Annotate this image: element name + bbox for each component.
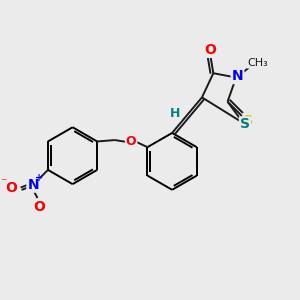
Text: N: N [232, 69, 243, 83]
Text: O: O [5, 181, 17, 194]
Text: O: O [126, 135, 136, 148]
Text: O: O [33, 200, 45, 214]
Text: S: S [243, 114, 253, 128]
Text: N: N [27, 178, 39, 192]
Text: CH₃: CH₃ [248, 58, 268, 68]
Text: H: H [170, 107, 180, 120]
Text: +: + [35, 173, 44, 183]
Text: O: O [205, 43, 216, 57]
Text: S: S [240, 117, 250, 131]
Text: ⁻: ⁻ [0, 176, 7, 189]
